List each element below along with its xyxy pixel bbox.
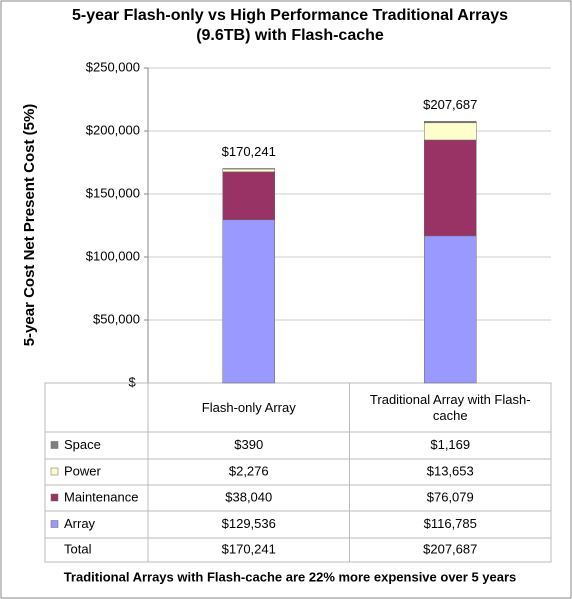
table-value: $38,040 (225, 489, 272, 504)
table-value: $129,536 (222, 516, 276, 531)
table-value: $76,079 (427, 489, 474, 504)
table-value: $1,169 (430, 437, 470, 452)
legend-swatch (50, 441, 59, 449)
legend-swatch (50, 467, 59, 476)
y-tick-label: $250,000 (86, 59, 140, 74)
bar-segment (424, 235, 477, 384)
legend-label: Power (64, 463, 102, 478)
chart-title-box: 5-year Flash-only vs High Performance Tr… (72, 7, 508, 44)
table-total: $207,687 (423, 541, 477, 556)
chart-title: 5-year Flash-only vs High Performance Tr… (72, 7, 508, 44)
total-label: $170,241 (222, 144, 276, 159)
legend-label: Array (64, 516, 96, 531)
x-tick-label: Traditional Array with Flash-cache (369, 392, 531, 423)
bar-segment (222, 171, 275, 221)
legend-label: Maintenance (64, 489, 138, 504)
total-row-label: Total (64, 541, 92, 556)
table-value: $2,276 (229, 463, 269, 478)
y-tick-label: $- (128, 374, 140, 389)
bar-segment (424, 122, 477, 141)
footer: Traditional Arrays with Flash-cache are … (64, 569, 517, 584)
table-value: $116,785 (424, 516, 477, 531)
table-total: $170,241 (222, 541, 276, 556)
bar-segment (222, 219, 275, 384)
total-label: $207,687 (423, 97, 477, 112)
y-axis-label: 5-year Cost Net Present Cost (5%) (21, 104, 38, 347)
y-tick-label: $200,000 (86, 122, 140, 137)
category-box: Flash-only Array (201, 400, 296, 415)
bar-segment (424, 121, 477, 124)
legend-swatch (50, 520, 59, 528)
y-tick-label: $50,000 (93, 311, 140, 326)
table-value: $13,653 (427, 463, 474, 478)
y-tick-label: $100,000 (86, 248, 140, 263)
bar-segment (424, 139, 477, 237)
x-tick-label: Flash-only Array (201, 400, 296, 415)
table-value: $390 (234, 437, 263, 452)
legend-label: Space (64, 437, 101, 452)
y-tick-label: $150,000 (86, 185, 140, 200)
category-box: Traditional Array with Flash-cache (369, 392, 531, 423)
legend-swatch (50, 493, 59, 502)
table-border (44, 382, 552, 563)
bar-segment (222, 168, 275, 173)
